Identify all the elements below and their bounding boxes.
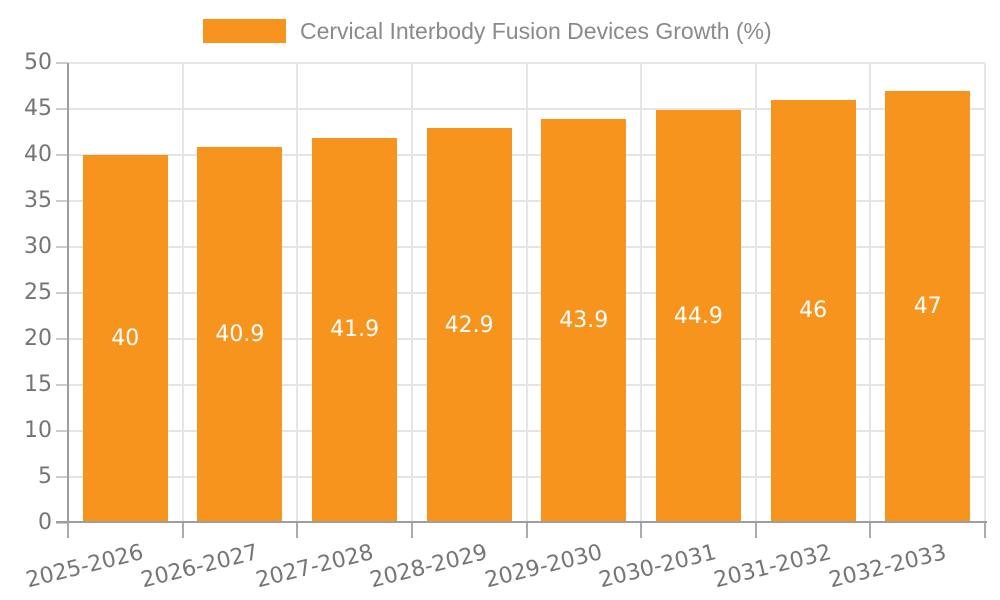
bar-value-label: 42.9 [444, 312, 494, 338]
v-gridline [410, 63, 413, 523]
y-tick [56, 154, 68, 156]
bar[interactable] [885, 90, 971, 523]
x-tick [410, 523, 413, 538]
bar[interactable] [82, 155, 168, 523]
y-tick [56, 246, 68, 248]
y-tick [56, 200, 68, 202]
y-tick [56, 522, 68, 524]
v-gridline [754, 63, 757, 523]
y-tick [56, 384, 68, 386]
y-axis-label: 35 [24, 188, 52, 213]
bar-value-label: 46 [799, 298, 828, 324]
legend-item[interactable]: Cervical Interbody Fusion Devices Growth… [203, 19, 772, 43]
x-axis-label: 2027-2028 [253, 540, 376, 594]
y-axis-label: 50 [24, 50, 52, 75]
x-tick [67, 523, 69, 538]
y-axis-label: 0 [38, 510, 52, 535]
y-axis-label: 5 [38, 464, 52, 489]
x-tick [869, 523, 872, 538]
v-gridline [869, 63, 872, 523]
bar-value-label: 40 [111, 326, 140, 351]
x-tick [296, 523, 299, 538]
plot-area: 40 2025-2026 40.9 2026-2027 41.9 2027-2028 42.… [24, 62, 987, 593]
y-tick [56, 338, 68, 340]
x-tick [181, 523, 184, 538]
x-tick [984, 523, 986, 538]
y-tick [56, 108, 68, 110]
bar-value-label: 44.9 [673, 303, 723, 329]
x-axis-label: 2028-2029 [367, 540, 491, 594]
bar[interactable] [770, 99, 856, 523]
y-axis-label: 15 [24, 372, 52, 397]
x-tick [640, 523, 643, 538]
x-axis-label: 2031-2032 [711, 540, 835, 594]
bar[interactable] [197, 146, 283, 523]
bar-value-label: 40.9 [215, 321, 265, 347]
v-gridline [181, 63, 184, 523]
x-tick [754, 523, 757, 538]
bar-value-label: 43.9 [559, 308, 609, 334]
v-gridline [525, 63, 528, 523]
y-tick [56, 292, 68, 294]
legend-swatch [203, 19, 286, 43]
y-tick [56, 62, 68, 64]
x-axis-label: 2026-2027 [138, 540, 261, 594]
v-gridline [640, 63, 643, 523]
y-axis-label: 10 [24, 418, 52, 443]
x-axis-label: 2025-2026 [23, 540, 147, 594]
legend-label: Cervical Interbody Fusion Devices Growth… [300, 18, 772, 44]
x-axis-label: 2030-2031 [597, 540, 720, 594]
y-axis-label: 45 [24, 96, 52, 121]
y-axis-label: 25 [24, 280, 52, 305]
y-axis-line [67, 63, 69, 523]
bar-value-label: 41.9 [330, 317, 380, 343]
bar[interactable] [426, 128, 512, 523]
bar[interactable] [541, 119, 627, 523]
y-axis-label: 30 [24, 234, 52, 259]
y-tick [56, 476, 68, 478]
x-tick [525, 523, 528, 538]
x-axis-label: 2032-2033 [826, 540, 949, 594]
v-gridline [984, 63, 986, 523]
bar[interactable] [312, 137, 398, 523]
bar-value-label: 47 [913, 293, 942, 319]
x-axis-label: 2029-2030 [482, 540, 605, 594]
v-gridline [296, 63, 299, 523]
bar[interactable] [655, 109, 741, 523]
y-axis-label: 20 [24, 326, 52, 351]
x-axis-line [56, 521, 987, 523]
y-tick [56, 430, 68, 432]
y-axis-label: 40 [24, 142, 52, 167]
